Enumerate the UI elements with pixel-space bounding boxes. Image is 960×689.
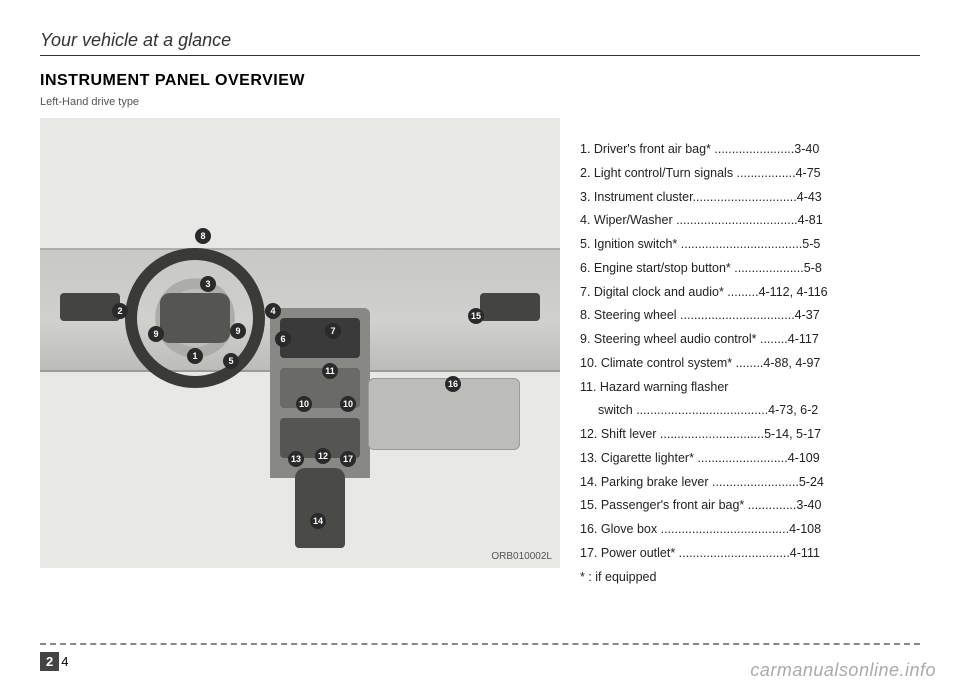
list-item: 13. Cigarette lighter* .................…	[580, 447, 920, 471]
list-item: 11. Hazard warning flasher	[580, 376, 920, 400]
callout-15: 15	[468, 308, 484, 324]
callout-4: 4	[265, 303, 281, 319]
list-item: 16. Glove box ..........................…	[580, 518, 920, 542]
list-item: 2. Light control/Turn signals ..........…	[580, 162, 920, 186]
list-item: 4. Wiper/Washer ........................…	[580, 209, 920, 233]
list-item: 8. Steering wheel ......................…	[580, 304, 920, 328]
footer-rule	[40, 643, 920, 645]
list-item: 1. Driver's front air bag* .............…	[580, 138, 920, 162]
vent-left	[60, 293, 120, 321]
list-item: 3. Instrument cluster...................…	[580, 186, 920, 210]
callout-12: 12	[315, 448, 331, 464]
dashboard-diagram: 1234567899101011121314151617 ORB010002L	[40, 118, 560, 568]
callout-7: 7	[325, 323, 341, 339]
list-item: 15. Passenger's front air bag* .........…	[580, 494, 920, 518]
list-item: 7. Digital clock and audio* .........4-1…	[580, 281, 920, 305]
callout-11: 11	[322, 363, 338, 379]
list-item: * : if equipped	[580, 566, 920, 590]
list-item: 10. Climate control system* ........4-88…	[580, 352, 920, 376]
page-number-value: 4	[61, 654, 68, 669]
list-item: 12. Shift lever ........................…	[580, 423, 920, 447]
list-item: switch .................................…	[580, 399, 920, 423]
callout-5: 5	[223, 353, 239, 369]
chapter-number: 2	[40, 652, 59, 671]
callout-8: 8	[195, 228, 211, 244]
glove-box	[368, 378, 520, 450]
page: Your vehicle at a glance INSTRUMENT PANE…	[0, 0, 960, 689]
callout-16: 16	[445, 376, 461, 392]
callout-17: 17	[340, 451, 356, 467]
section-title: INSTRUMENT PANEL OVERVIEW	[40, 72, 920, 90]
callout-14: 14	[310, 513, 326, 529]
reference-list: 1. Driver's front air bag* .............…	[580, 118, 920, 589]
callout-13: 13	[288, 451, 304, 467]
watermark: carmanualsonline.info	[750, 660, 936, 681]
steering-hub	[160, 293, 230, 343]
callout-6: 6	[275, 331, 291, 347]
callout-2: 2	[112, 303, 128, 319]
header-rule	[40, 55, 920, 56]
callout-10: 10	[340, 396, 356, 412]
page-header: Your vehicle at a glance	[40, 30, 920, 51]
list-item: 17. Power outlet* ......................…	[580, 542, 920, 566]
callout-9: 9	[230, 323, 246, 339]
list-item: 5. Ignition switch* ....................…	[580, 233, 920, 257]
content-row: 1234567899101011121314151617 ORB010002L …	[40, 118, 920, 589]
audio-screen	[280, 318, 360, 358]
section-subtitle: Left-Hand drive type	[40, 96, 920, 108]
page-number: 24	[40, 652, 68, 671]
callout-1: 1	[187, 348, 203, 364]
callout-10: 10	[296, 396, 312, 412]
list-item: 9. Steering wheel audio control* .......…	[580, 328, 920, 352]
list-item: 6. Engine start/stop button* ...........…	[580, 257, 920, 281]
callout-3: 3	[200, 276, 216, 292]
vent-right	[480, 293, 540, 321]
callout-9: 9	[148, 326, 164, 342]
list-item: 14. Parking brake lever ................…	[580, 471, 920, 495]
shift-lever	[295, 468, 345, 548]
diagram-code: ORB010002L	[491, 551, 552, 562]
